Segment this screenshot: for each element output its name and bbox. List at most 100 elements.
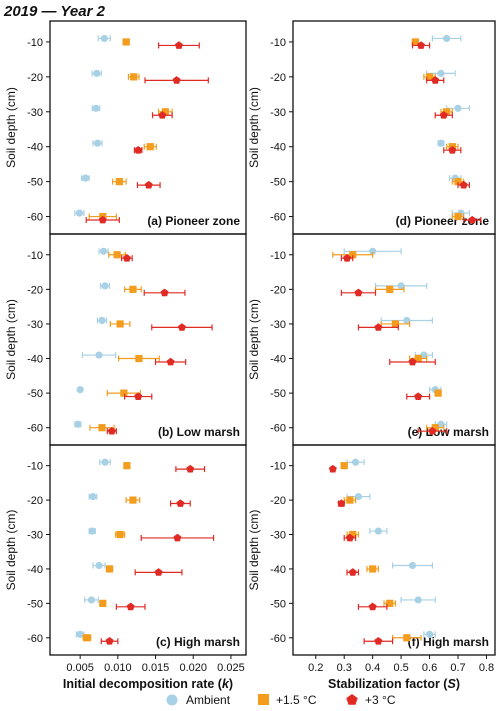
data-point xyxy=(431,76,440,84)
data-point xyxy=(87,596,96,604)
data-point xyxy=(417,41,426,49)
data-point xyxy=(369,247,377,255)
data-point xyxy=(173,533,182,542)
data-point xyxy=(397,282,405,290)
data-point xyxy=(434,389,442,397)
data-point xyxy=(186,464,195,473)
data-point xyxy=(122,254,131,262)
data-point xyxy=(135,354,143,363)
y-tick-label: -20 xyxy=(270,72,286,84)
data-point xyxy=(374,527,382,535)
y-tick-label: -50 xyxy=(270,598,286,610)
data-point xyxy=(351,458,360,466)
x-tick-label: 0.6 xyxy=(422,662,437,674)
data-point xyxy=(172,76,181,84)
data-point xyxy=(354,288,363,297)
data-point xyxy=(428,426,437,435)
panel-frame xyxy=(49,20,247,235)
y-tick-label: -60 xyxy=(270,423,286,435)
y-tick-label: -20 xyxy=(27,72,43,84)
series-ambient xyxy=(346,458,436,638)
data-point xyxy=(437,69,445,77)
data-point xyxy=(89,493,97,501)
y-tick-label: -40 xyxy=(270,564,286,576)
series-1-5-c xyxy=(411,38,465,221)
y-tick-label: -40 xyxy=(270,142,286,154)
x-tick-label: 0.020 xyxy=(179,662,207,674)
data-point xyxy=(98,215,107,224)
x-tick-label: 0.2 xyxy=(308,662,323,674)
data-point xyxy=(88,527,96,535)
data-point xyxy=(100,34,108,43)
data-point xyxy=(374,637,383,645)
data-point xyxy=(129,496,137,504)
y-tick-label: -30 xyxy=(270,107,286,119)
y-tick-label: -10 xyxy=(27,461,43,473)
data-point xyxy=(403,634,411,642)
data-point xyxy=(386,285,394,293)
y-tick-label: -20 xyxy=(270,284,286,296)
panel-c-high-marsh: -10 -20 -30 -40 -50 -60 Soil depth (cm) (c) Hig… xyxy=(4,444,247,691)
y-axis-label: Soil depth (cm) xyxy=(247,87,261,168)
data-point xyxy=(386,599,394,607)
panel-frame xyxy=(292,233,496,446)
data-point xyxy=(98,316,106,325)
legend-ambient-marker xyxy=(166,694,178,706)
legend-plus15-marker xyxy=(258,694,269,705)
series-1-5-c xyxy=(332,251,445,432)
x-tick-label: 0.3 xyxy=(337,662,352,674)
panel-b-low-marsh: -10 -20 -30 -40 -50 -60 Soil depth (cm) (b) Low… xyxy=(4,233,247,446)
data-point xyxy=(448,146,457,154)
panel-frame xyxy=(292,20,496,235)
data-point xyxy=(166,357,175,366)
data-point xyxy=(459,180,468,189)
data-point xyxy=(177,323,186,331)
data-point xyxy=(408,357,417,366)
x-tick-label: 0.015 xyxy=(142,662,170,674)
data-point xyxy=(146,143,154,151)
data-point xyxy=(425,73,434,81)
data-point xyxy=(443,108,451,116)
data-point xyxy=(116,320,124,328)
y-tick-label: -60 xyxy=(270,212,286,224)
y-tick-label: -10 xyxy=(270,461,286,473)
y-tick-label: -20 xyxy=(27,495,43,507)
data-point xyxy=(345,533,354,542)
data-point xyxy=(101,282,109,290)
data-point xyxy=(403,316,411,325)
y-tick-label: -20 xyxy=(270,495,286,507)
x-tick-label: 0.005 xyxy=(66,662,94,674)
y-tick-label: -10 xyxy=(270,250,286,262)
data-point xyxy=(431,424,439,432)
data-point xyxy=(437,420,445,428)
x-tick-label: 0.4 xyxy=(365,662,380,674)
legend: Ambient +1.5 °C +3 °C xyxy=(166,693,396,707)
data-point xyxy=(134,146,143,154)
y-tick-label: -40 xyxy=(270,354,286,366)
data-point xyxy=(105,637,114,645)
data-point xyxy=(349,251,357,259)
panel-d-pioneer-zone: -10 -20 -30 -40 -50 -60 Soil depth (cm) (d) Pio… xyxy=(247,20,496,235)
data-point xyxy=(368,602,377,611)
data-point xyxy=(468,215,477,224)
y-tick-label: -50 xyxy=(27,598,43,610)
x-tick-label: 0.025 xyxy=(217,662,245,674)
series-1-5-c xyxy=(340,462,422,642)
data-point xyxy=(454,212,462,221)
y-axis-label: Soil depth (cm) xyxy=(4,299,18,380)
data-point xyxy=(144,180,153,189)
series-1-5-c xyxy=(89,251,160,432)
y-tick-label: -20 xyxy=(27,284,43,296)
data-point xyxy=(340,462,348,470)
data-point xyxy=(414,596,422,604)
legend-plus3-marker xyxy=(346,694,358,705)
data-point xyxy=(122,38,130,46)
data-point xyxy=(374,323,383,331)
data-point xyxy=(369,565,377,573)
figure-title: 2019 — Year 2 xyxy=(3,3,106,20)
series-3-c xyxy=(85,41,209,224)
y-axis-label: Soil depth (cm) xyxy=(247,510,261,591)
y-tick-label: -30 xyxy=(27,319,43,331)
panel-a-pioneer-zone: -10 -20 -30 -40 -50 -60 Soil depth (cm) (a) Pio… xyxy=(4,20,247,235)
